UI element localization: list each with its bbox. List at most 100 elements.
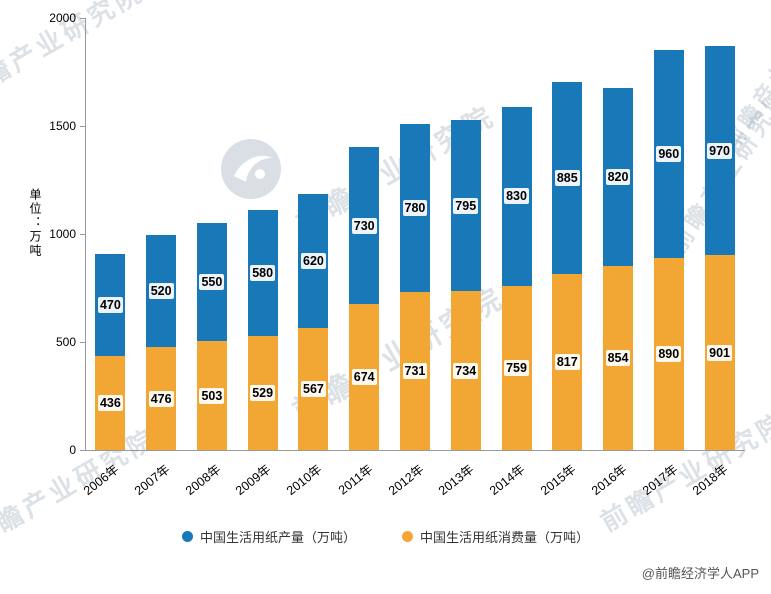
consumption-bar-segment: 734 — [450, 291, 481, 450]
attribution: @前瞻经济学人APP — [641, 566, 759, 581]
bar-stack: 960 890 — [653, 50, 684, 450]
x-tick-label: 2018年 — [690, 462, 731, 499]
y-tick-label: 1000 — [49, 227, 76, 241]
y-tick-label: 0 — [69, 443, 76, 457]
bar-stack: 550 503 — [196, 222, 227, 450]
consumption-bar-segment: 567 — [298, 327, 329, 450]
consumption-bar-segment: 890 — [653, 257, 684, 450]
legend-label: 中国生活用纸消费量（万吨） — [420, 530, 590, 545]
value-label: 730 — [351, 217, 377, 234]
production-bar-segment: 730 — [349, 146, 380, 305]
x-axis-line — [85, 450, 745, 451]
bar-group: 470 436 2006年 — [81, 18, 136, 498]
bar-stack: 580 529 — [247, 210, 278, 450]
bar-group: 620 567 2010年 — [284, 18, 339, 498]
consumption-bar-segment: 674 — [349, 304, 380, 450]
value-label: 901 — [707, 344, 732, 361]
legend-item-consumption[interactable]: 中国生活用纸消费量（万吨） — [402, 527, 589, 546]
value-label: 567 — [301, 380, 326, 397]
bar-group: 730 674 2011年 — [336, 18, 390, 497]
x-tick-label: 2009年 — [233, 462, 274, 499]
x-tick-label: 2013年 — [436, 462, 477, 499]
bar-stack: 620 567 — [298, 193, 329, 450]
x-tick-label: 2008年 — [182, 462, 224, 499]
y-tick-mark — [80, 450, 85, 451]
y-tick-label: 2000 — [49, 11, 76, 25]
value-label: 520 — [148, 283, 174, 300]
value-label: 780 — [402, 199, 428, 216]
consumption-bar-segment: 817 — [552, 273, 583, 450]
bar-group: 970 901 2018年 — [690, 18, 745, 498]
bar-group: 550 503 2008年 — [183, 18, 238, 498]
x-tick-label: 2012年 — [385, 462, 427, 499]
consumption-bar-segment: 436 — [95, 355, 126, 450]
bar-group: 830 759 2014年 — [487, 18, 542, 498]
production-bar-segment: 580 — [247, 210, 278, 336]
value-label: 436 — [97, 394, 123, 411]
x-tick-label: 2010年 — [284, 462, 325, 499]
production-bar-segment: 820 — [603, 88, 634, 266]
value-label: 960 — [656, 146, 682, 163]
y-tick-mark — [80, 234, 85, 235]
production-bar-segment: 520 — [146, 234, 177, 348]
x-tick-label: 2011年 — [335, 462, 376, 498]
bar-stack: 730 674 — [349, 146, 380, 450]
legend-marker-icon — [402, 531, 413, 542]
y-tick-mark — [80, 126, 85, 127]
value-label: 620 — [301, 252, 326, 269]
bar-stack: 780 731 — [399, 123, 430, 450]
plot-area: 0 500 1000 1500 2000 470 436 2006年 520 476 2007年 5… — [49, 11, 745, 498]
consumption-bar-segment: 759 — [501, 286, 532, 450]
production-bar-segment: 960 — [653, 50, 684, 258]
bar-group: 885 817 2015年 — [538, 18, 593, 498]
production-bar-segment: 795 — [450, 119, 481, 292]
bar-stack: 820 854 — [603, 88, 634, 450]
production-bar-segment: 470 — [95, 254, 126, 356]
x-tick-label: 2015年 — [537, 462, 579, 499]
y-tick-mark — [80, 342, 85, 343]
bar-stack: 520 476 — [146, 234, 177, 450]
bar-stack: 970 901 — [704, 45, 735, 450]
bar-group: 520 476 2007年 — [132, 18, 187, 498]
value-label: 734 — [453, 362, 479, 379]
legend-item-production[interactable]: 中国生活用纸产量（万吨） — [181, 527, 356, 546]
legend-marker-icon — [181, 531, 193, 542]
y-tick-label: 500 — [55, 335, 76, 349]
bar-group: 580 529 2009年 — [233, 18, 288, 498]
production-bar-segment: 780 — [399, 123, 430, 293]
consumption-bar-segment: 901 — [704, 255, 735, 450]
value-label: 580 — [250, 265, 276, 282]
production-bar-segment: 830 — [501, 106, 532, 287]
bar-group: 960 890 2017年 — [640, 18, 694, 498]
production-bar-segment: 620 — [298, 193, 329, 328]
value-label: 550 — [199, 273, 225, 290]
bar-stack: 885 817 — [552, 82, 583, 450]
y-axis-line — [85, 18, 86, 450]
consumption-bar-segment: 476 — [146, 347, 177, 450]
bar-stack: 795 734 — [450, 119, 481, 450]
value-label: 820 — [605, 168, 631, 185]
x-tick-label: 2016年 — [588, 462, 630, 499]
value-label: 529 — [250, 384, 276, 401]
bar-stack: 470 436 — [95, 254, 126, 450]
value-label: 817 — [554, 353, 580, 370]
consumption-bar-segment: 529 — [247, 335, 278, 450]
consumption-bar-segment: 503 — [196, 341, 227, 450]
y-tick-label: 1500 — [49, 119, 76, 133]
value-label: 470 — [97, 297, 123, 314]
legend-label: 中国生活用纸产量（万吨） — [199, 530, 356, 545]
value-label: 476 — [148, 390, 174, 407]
value-label: 854 — [605, 349, 631, 366]
bar-group: 780 731 2012年 — [386, 18, 441, 498]
production-bar-segment: 970 — [704, 45, 735, 256]
value-label: 795 — [453, 197, 479, 214]
consumption-bar-segment: 731 — [399, 292, 430, 450]
value-label: 674 — [351, 369, 377, 386]
x-tick-label: 2017年 — [639, 462, 680, 499]
bars-container: 470 436 2006年 520 476 2007年 550 503 2008年 580 529 2… — [81, 18, 745, 498]
x-tick-label: 2006年 — [81, 462, 122, 499]
legend: 中国生活用纸产量（万吨） 中国生活用纸消费量（万吨） — [0, 527, 771, 546]
bar-stack: 830 759 — [501, 106, 532, 450]
value-label: 759 — [504, 360, 529, 377]
